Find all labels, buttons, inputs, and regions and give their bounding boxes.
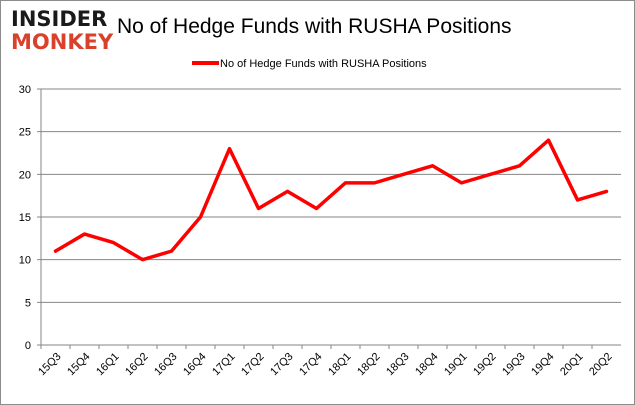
data-point xyxy=(373,181,376,185)
data-point xyxy=(112,241,115,245)
x-tick-label: 20Q2 xyxy=(587,351,615,379)
x-tick-label: 18Q4 xyxy=(413,351,441,379)
data-point xyxy=(344,181,347,185)
y-tick-label: 20 xyxy=(19,169,31,181)
x-tick-label: 17Q4 xyxy=(297,351,325,379)
y-tick-label: 10 xyxy=(19,255,31,267)
chart-title: No of Hedge Funds with RUSHA Positions xyxy=(117,15,512,38)
series-line xyxy=(53,138,609,262)
data-point xyxy=(228,147,231,151)
data-point xyxy=(286,189,289,193)
x-tick-label: 17Q1 xyxy=(210,351,238,379)
x-tick-label: 18Q3 xyxy=(384,351,412,379)
data-point xyxy=(460,181,463,185)
data-point xyxy=(431,164,434,168)
x-tick-label: 16Q3 xyxy=(152,351,180,379)
data-point xyxy=(547,138,550,142)
y-tick-label: 25 xyxy=(19,127,31,139)
data-point xyxy=(518,164,521,168)
data-point xyxy=(170,249,173,253)
x-tick-label: 17Q2 xyxy=(239,351,267,379)
y-tick-label: 30 xyxy=(19,84,31,96)
x-tick-label: 16Q2 xyxy=(123,351,151,379)
data-point xyxy=(402,172,405,176)
legend-label: No of Hedge Funds with RUSHA Positions xyxy=(220,58,427,70)
x-tick-label: 16Q1 xyxy=(94,351,122,379)
x-tick-label: 19Q1 xyxy=(442,351,470,379)
x-tick-label: 20Q1 xyxy=(558,351,586,379)
x-tick-label: 18Q1 xyxy=(326,351,354,379)
data-point xyxy=(489,172,492,176)
data-point xyxy=(141,258,144,262)
x-tick-label: 19Q4 xyxy=(529,351,557,379)
data-point xyxy=(83,232,86,236)
y-tick-label: 0 xyxy=(25,340,31,352)
logo-monkey: MONKEY xyxy=(11,30,114,54)
data-point xyxy=(576,198,579,202)
logo-insider: INSIDER xyxy=(11,7,107,31)
data-point xyxy=(257,206,260,210)
y-tick-label: 5 xyxy=(25,297,31,309)
y-tick-label: 15 xyxy=(19,212,31,224)
data-point xyxy=(315,206,318,210)
x-tick-label: 15Q3 xyxy=(36,351,64,379)
x-tick-label: 18Q2 xyxy=(355,351,383,379)
x-tick-label: 19Q3 xyxy=(500,351,528,379)
data-point xyxy=(605,189,608,193)
data-point xyxy=(54,249,57,253)
x-tick-label: 17Q3 xyxy=(268,351,296,379)
data-point xyxy=(199,215,202,219)
x-tick-label: 16Q4 xyxy=(181,351,209,379)
x-tick-label: 19Q2 xyxy=(471,351,499,379)
x-tick-label: 15Q4 xyxy=(65,351,93,379)
